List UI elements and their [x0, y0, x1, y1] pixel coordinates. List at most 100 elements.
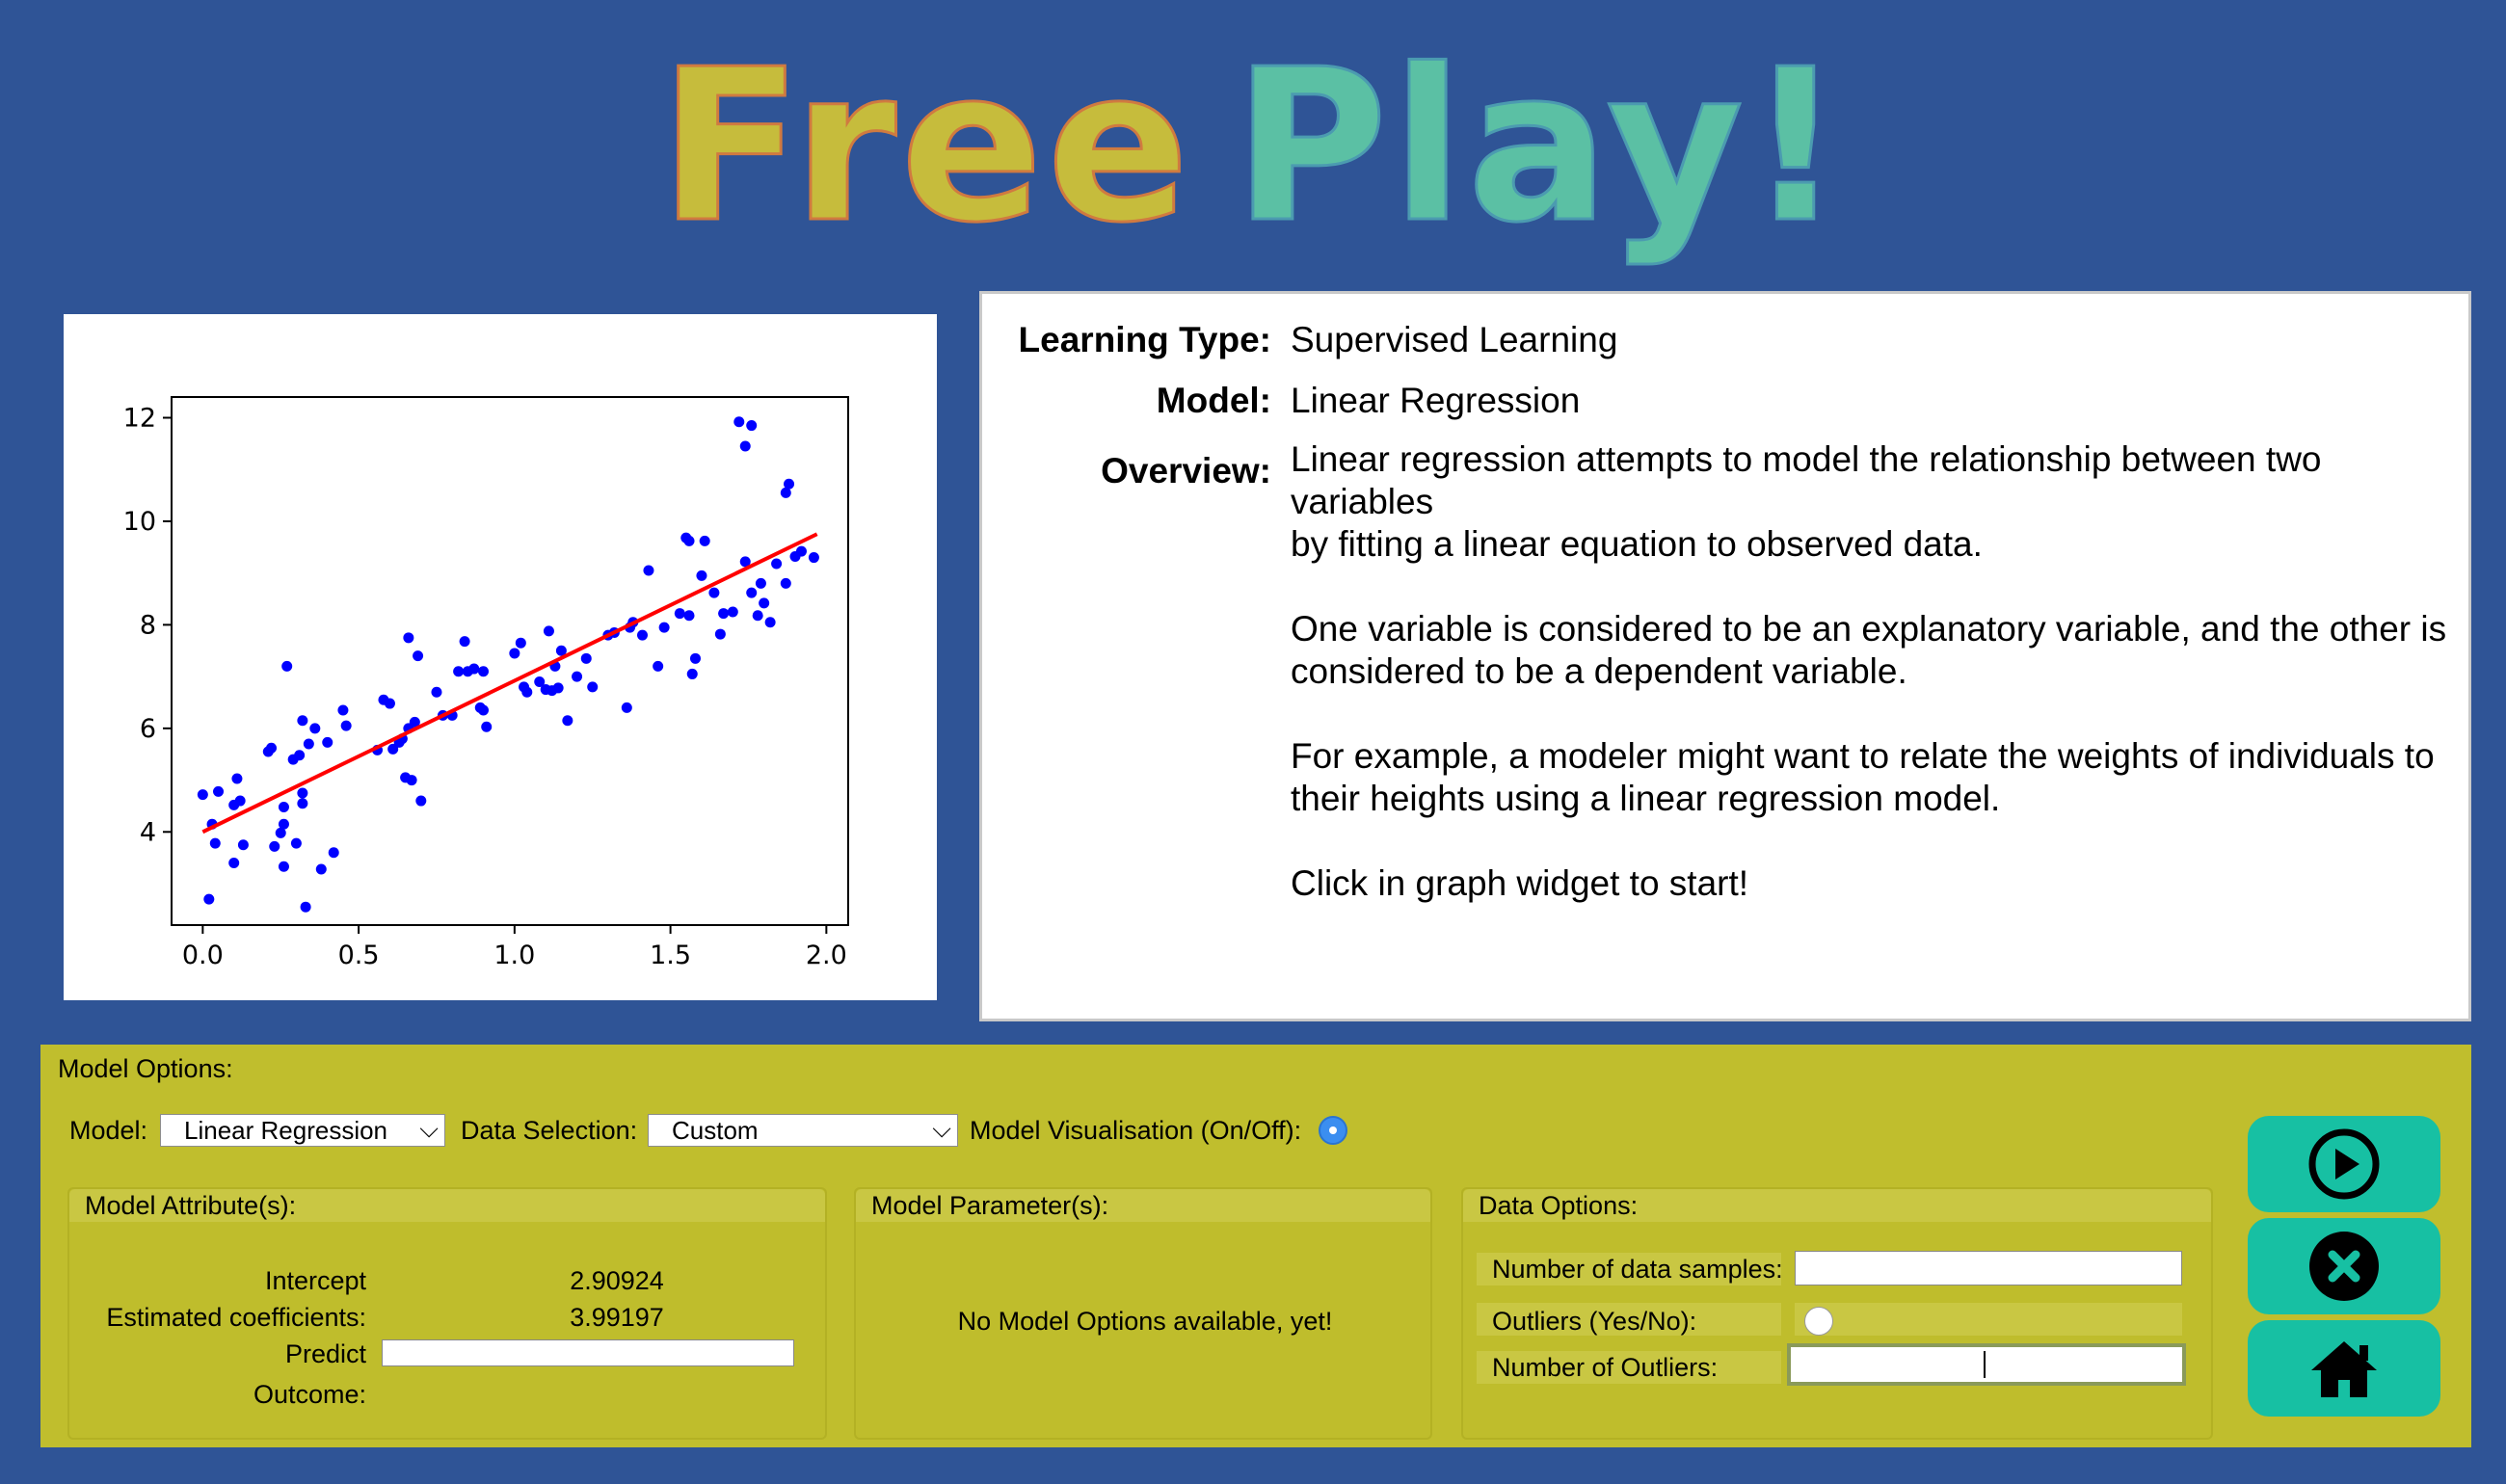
data-point [746, 420, 758, 432]
data-point [294, 750, 306, 761]
data-point [328, 847, 339, 859]
scatter-chart[interactable]: 0.0 0.5 1.0 1.5 2.0 4 6 8 10 12 [64, 314, 937, 1000]
data-point [686, 668, 698, 679]
regression-line [201, 532, 818, 835]
data-point [727, 606, 738, 618]
data-point [468, 663, 480, 675]
data-point [534, 676, 546, 687]
data-point [228, 858, 240, 869]
data-point [683, 535, 695, 546]
data-point [303, 738, 314, 750]
model-options-title: Model Options: [58, 1054, 233, 1083]
data-point [755, 577, 766, 589]
model-parameters-header: Model Parameter(s): [856, 1189, 1430, 1222]
data-point [689, 652, 701, 664]
data-point [696, 570, 707, 581]
data-options-group: Data Options: Number of data samples: Ou… [1461, 1187, 2213, 1440]
play-button[interactable] [2248, 1116, 2440, 1212]
data-point [384, 698, 395, 709]
visualisation-label: Model Visualisation (On/Off): [970, 1116, 1302, 1145]
predict-input[interactable] [382, 1339, 794, 1366]
data-point [718, 608, 730, 620]
model-select[interactable]: Linear Regression ⌵ [160, 1114, 445, 1147]
model-select-value: Linear Regression [184, 1116, 388, 1145]
data-point [784, 478, 795, 490]
data-point [808, 552, 819, 564]
data-point [562, 715, 573, 727]
data-point [780, 487, 791, 498]
chevron-down-icon: ⌵ [419, 1114, 439, 1143]
data-point [780, 577, 791, 589]
outliers-label: Outliers (Yes/No): [1492, 1307, 1697, 1336]
data-point [658, 622, 670, 633]
data-samples-input[interactable] [1795, 1251, 2182, 1285]
data-point [431, 686, 442, 698]
data-point [587, 681, 599, 693]
data-point [555, 645, 567, 656]
data-point [413, 650, 424, 662]
data-point [409, 716, 420, 728]
y-tick-label: 10 [123, 507, 156, 537]
data-point [521, 686, 533, 698]
data-point [580, 652, 592, 664]
data-point [478, 666, 490, 677]
graph-widget[interactable]: 0.0 0.5 1.0 1.5 2.0 4 6 8 10 12 [64, 314, 937, 1000]
learning-type-value: Supervised Learning [1291, 320, 1618, 359]
data-point [203, 893, 215, 905]
x-tick-label: 0.0 [182, 941, 224, 970]
data-point [643, 565, 654, 576]
model-select-label: Model: [69, 1116, 148, 1145]
data-point [739, 440, 751, 452]
data-point [290, 837, 302, 849]
data-point [315, 863, 327, 875]
play-circle-icon [2308, 1128, 2380, 1200]
overview-label: Overview: [1101, 451, 1271, 490]
home-icon [2311, 1341, 2377, 1397]
data-point [237, 839, 249, 851]
data-point [415, 795, 427, 807]
data-selection-value: Custom [672, 1116, 759, 1145]
model-parameters-group: Model Parameter(s): No Model Options ava… [854, 1187, 1432, 1440]
outliers-radio[interactable] [1804, 1307, 1833, 1336]
close-button[interactable] [2248, 1218, 2440, 1314]
data-point [509, 648, 520, 659]
data-point [552, 682, 564, 694]
chevron-down-icon: ⌵ [932, 1114, 951, 1143]
model-label: Model: [1156, 381, 1271, 420]
text-cursor [1984, 1351, 1986, 1378]
title-word-free: Free [657, 25, 1193, 269]
overview-text: Linear regression attempts to model the … [1291, 438, 2447, 947]
num-outliers-input[interactable] [1787, 1343, 2186, 1386]
data-point [278, 802, 289, 813]
data-point [403, 632, 414, 644]
visualisation-radio[interactable] [1319, 1116, 1347, 1145]
data-point [795, 545, 807, 557]
model-options-panel: Model Options: Model: Linear Regression … [40, 1045, 2471, 1447]
x-circle-icon [2309, 1232, 2379, 1301]
data-point [322, 736, 333, 748]
y-tick-label: 8 [140, 610, 156, 640]
data-point [699, 535, 710, 546]
data-point [621, 702, 632, 713]
data-selection-select[interactable]: Custom ⌵ [648, 1114, 958, 1147]
data-point [746, 587, 758, 598]
data-point [266, 742, 278, 754]
x-tick-label: 1.5 [650, 941, 691, 970]
data-point [764, 617, 776, 628]
data-point [297, 715, 308, 727]
data-point [278, 861, 289, 872]
data-point [340, 720, 352, 731]
data-point [209, 837, 221, 849]
data-point [309, 723, 321, 734]
x-tick-label: 0.5 [338, 941, 380, 970]
home-button[interactable] [2248, 1320, 2440, 1417]
y-tick-label: 6 [140, 714, 156, 744]
data-point [275, 827, 286, 838]
data-point [300, 901, 311, 913]
overview-paragraph: Linear regression attempts to model the … [1291, 439, 2322, 564]
model-value: Linear Regression [1291, 381, 1581, 420]
data-point [708, 587, 720, 598]
model-attributes-header: Model Attribute(s): [69, 1189, 825, 1222]
learning-type-label: Learning Type: [1018, 320, 1271, 359]
data-point [543, 625, 554, 637]
